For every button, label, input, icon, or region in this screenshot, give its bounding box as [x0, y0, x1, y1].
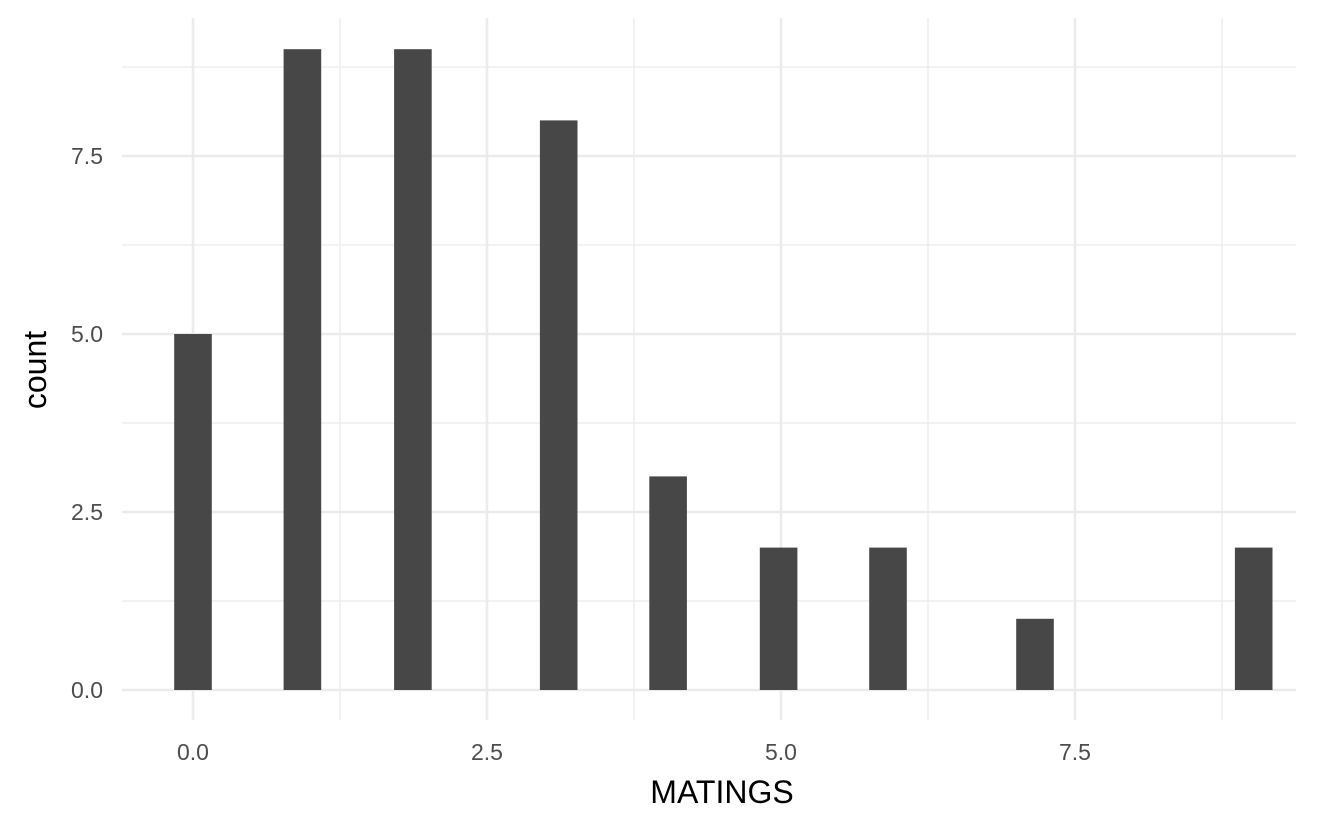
histogram-bar [174, 334, 212, 690]
y-tick-label: 2.5 [71, 499, 103, 525]
x-tick-label: 2.5 [471, 739, 503, 765]
histogram-bar [759, 547, 798, 690]
x-axis-title: MATINGS [650, 774, 793, 810]
x-tick-label: 0.0 [177, 739, 209, 765]
y-tick-label: 7.5 [71, 143, 103, 169]
histogram-bar [1234, 547, 1273, 690]
bars [174, 49, 1273, 690]
histogram-bar [1016, 618, 1054, 690]
y-tick-label: 5.0 [71, 321, 103, 347]
tick-labels: 0.0 2.5 5.0 7.5 0.0 2.5 5.0 7.5 [71, 143, 1091, 765]
y-axis-title: count [17, 331, 53, 409]
histogram-bar [394, 49, 432, 690]
x-tick-label: 5.0 [765, 739, 797, 765]
histogram-bar [539, 120, 578, 690]
histogram-bar [869, 547, 907, 690]
y-tick-label: 0.0 [71, 677, 103, 703]
histogram-bar [283, 49, 322, 690]
x-tick-label: 7.5 [1059, 739, 1091, 765]
histogram-bar [649, 476, 687, 690]
